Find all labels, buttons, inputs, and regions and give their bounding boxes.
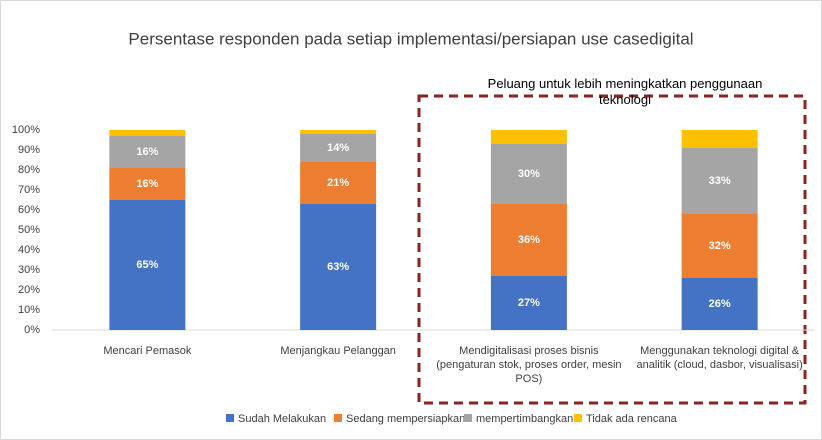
bar-segment bbox=[300, 162, 377, 204]
bar-segment bbox=[490, 144, 567, 204]
bar-segment bbox=[681, 130, 758, 148]
bar-segment bbox=[681, 148, 758, 214]
y-tick-label: 20% bbox=[18, 284, 40, 296]
data-label: 65% bbox=[136, 259, 158, 271]
data-label: 36% bbox=[518, 234, 540, 246]
data-label: 21% bbox=[327, 177, 349, 189]
data-label: 14% bbox=[327, 142, 349, 154]
highlight-box bbox=[417, 94, 807, 405]
y-tick-label: 50% bbox=[18, 224, 40, 236]
legend-swatch bbox=[464, 414, 472, 422]
data-label: 33% bbox=[709, 175, 731, 187]
legend-label: Sedang mempersiapkan bbox=[346, 413, 465, 425]
bar-segment bbox=[109, 168, 186, 200]
y-tick-label: 10% bbox=[18, 304, 40, 316]
x-tick-label: Mencari Pemasok bbox=[103, 345, 192, 357]
data-label: 26% bbox=[709, 298, 731, 310]
bar-segment bbox=[109, 200, 186, 330]
bar-segment bbox=[300, 130, 377, 134]
legend-swatch bbox=[226, 414, 234, 422]
data-label: 16% bbox=[136, 178, 158, 190]
bar-segment bbox=[681, 278, 758, 330]
y-tick-label: 90% bbox=[18, 144, 40, 156]
x-tick-label: Menjangkau Pelanggan bbox=[280, 345, 396, 357]
bar-segment bbox=[109, 136, 186, 168]
bar-segment bbox=[490, 204, 567, 276]
legend-swatch bbox=[334, 414, 342, 422]
y-tick-label: 70% bbox=[18, 184, 40, 196]
y-tick-label: 100% bbox=[12, 124, 40, 136]
bar-segment bbox=[681, 214, 758, 278]
legend-label: Tidak ada rencana bbox=[586, 413, 678, 425]
data-label: 27% bbox=[518, 297, 540, 309]
y-tick-label: 30% bbox=[18, 264, 40, 276]
data-label: 63% bbox=[327, 261, 349, 273]
x-tick-label: Mendigitalisasi proses bisnis (pengatura… bbox=[436, 345, 622, 385]
bar-segment bbox=[490, 276, 567, 330]
bar-segment bbox=[300, 204, 377, 330]
legend-label: Sudah Melakukan bbox=[238, 413, 326, 425]
y-tick-label: 80% bbox=[18, 164, 40, 176]
data-label: 32% bbox=[709, 240, 731, 252]
x-tick-label: Menggunakan teknologi digital & analitik… bbox=[636, 345, 803, 371]
bar-segment bbox=[109, 130, 186, 136]
bar-segment bbox=[300, 134, 377, 162]
data-label: 16% bbox=[136, 146, 158, 158]
chart-title: Persentase responden pada setiap impleme… bbox=[128, 29, 693, 48]
y-tick-label: 0% bbox=[24, 324, 40, 336]
y-tick-label: 60% bbox=[18, 204, 40, 216]
data-label: 30% bbox=[518, 168, 540, 180]
annotation: Peluang untuk lebih meningkatkan penggun… bbox=[487, 76, 763, 107]
y-tick-label: 40% bbox=[18, 244, 40, 256]
bar-segment bbox=[490, 130, 567, 144]
legend-swatch bbox=[574, 414, 582, 422]
legend-label: mempertimbangkan bbox=[476, 413, 573, 425]
